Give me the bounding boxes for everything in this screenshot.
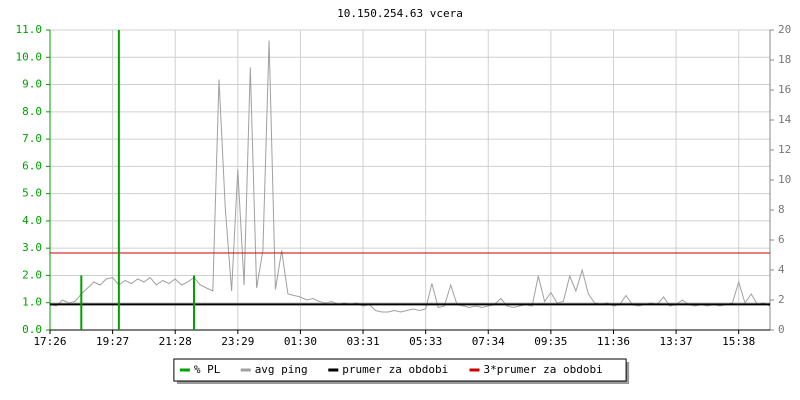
x-tick-label: 19:27: [96, 335, 129, 348]
x-tick-label: 11:36: [597, 335, 630, 348]
x-tick-label: 13:37: [660, 335, 693, 348]
legend-label: 3*prumer za obdobi: [484, 363, 603, 376]
x-tick-label: 09:35: [534, 335, 567, 348]
legend-label: prumer za obdobi: [342, 363, 448, 376]
x-tick-label: 07:34: [472, 335, 505, 348]
y2-tick-label: 10: [778, 173, 791, 186]
y-tick-label: 10.0: [16, 50, 43, 63]
y-tick-label: 3.0: [22, 241, 42, 254]
y-tick-label: 2.0: [22, 268, 42, 281]
y2-tick-label: 6: [778, 233, 785, 246]
x-tick-label: 21:28: [159, 335, 192, 348]
ping-line: [49, 40, 771, 313]
x-tick-label: 17:26: [33, 335, 66, 348]
legend-label: avg ping: [255, 363, 308, 376]
y-tick-label: 4.0: [22, 214, 42, 227]
y-tick-label: 1.0: [22, 296, 42, 309]
y-tick-label: 5.0: [22, 187, 42, 200]
y2-tick-label: 16: [778, 83, 791, 96]
x-tick-label: 03:31: [346, 335, 379, 348]
legend-label: % PL: [194, 363, 221, 376]
x-tick-label: 05:33: [409, 335, 442, 348]
y-tick-label: 9.0: [22, 78, 42, 91]
x-tick-label: 23:29: [221, 335, 254, 348]
y2-tick-label: 8: [778, 203, 785, 216]
y-tick-label: 11.0: [16, 23, 43, 36]
y2-tick-label: 12: [778, 143, 791, 156]
y2-tick-label: 0: [778, 323, 785, 336]
y2-tick-label: 20: [778, 23, 791, 36]
y-tick-label: 0.0: [22, 323, 42, 336]
chart-title: 10.150.254.63 vcera: [337, 7, 463, 20]
y2-tick-label: 4: [778, 263, 785, 276]
y2-tick-label: 18: [778, 53, 791, 66]
y-tick-label: 7.0: [22, 132, 42, 145]
y-tick-label: 6.0: [22, 159, 42, 172]
y-tick-label: 8.0: [22, 105, 42, 118]
y2-tick-label: 14: [778, 113, 792, 126]
x-tick-label: 01:30: [284, 335, 317, 348]
y2-tick-label: 2: [778, 293, 785, 306]
legend-box: [173, 358, 627, 382]
x-tick-label: 15:38: [722, 335, 755, 348]
